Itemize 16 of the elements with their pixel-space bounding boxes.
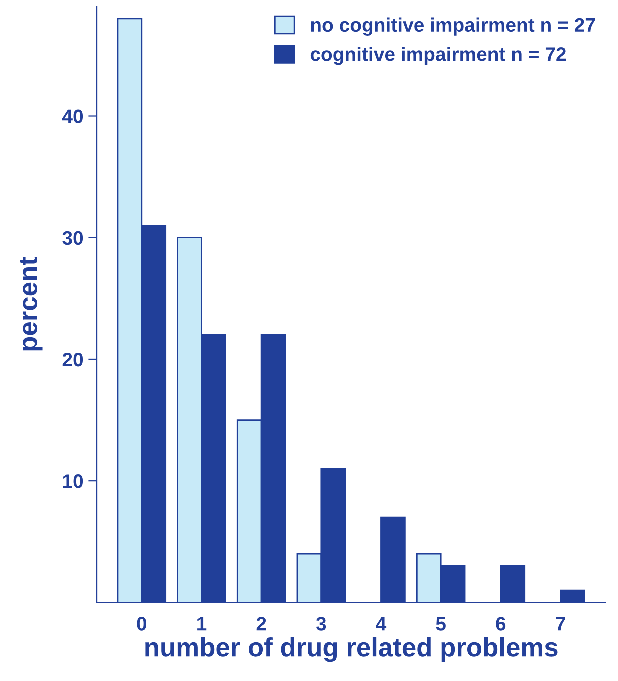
x-tick-label: 1 — [198, 617, 207, 631]
x-axis-title: number of drug related problems — [146, 637, 558, 662]
x-tick-label: 5 — [436, 617, 446, 631]
x-tick-label: 6 — [496, 617, 506, 631]
x-tick-label: 7 — [556, 617, 566, 631]
y-tick-label: 40 — [62, 110, 84, 124]
y-tick-label: 30 — [62, 231, 84, 246]
y-tick-label: 10 — [63, 474, 84, 488]
y-tick-label: 20 — [62, 352, 84, 367]
x-tick-label: 4 — [376, 617, 387, 631]
legend-label: cognitive impairment n = 72 — [310, 47, 566, 66]
x-tick-label: 0 — [137, 617, 147, 631]
x-tick-label: 2 — [256, 617, 266, 631]
y-axis-title: percent — [20, 257, 43, 351]
x-tick-label: 3 — [316, 617, 326, 631]
legend-label: no cognitive impairment n = 27 — [311, 18, 596, 36]
